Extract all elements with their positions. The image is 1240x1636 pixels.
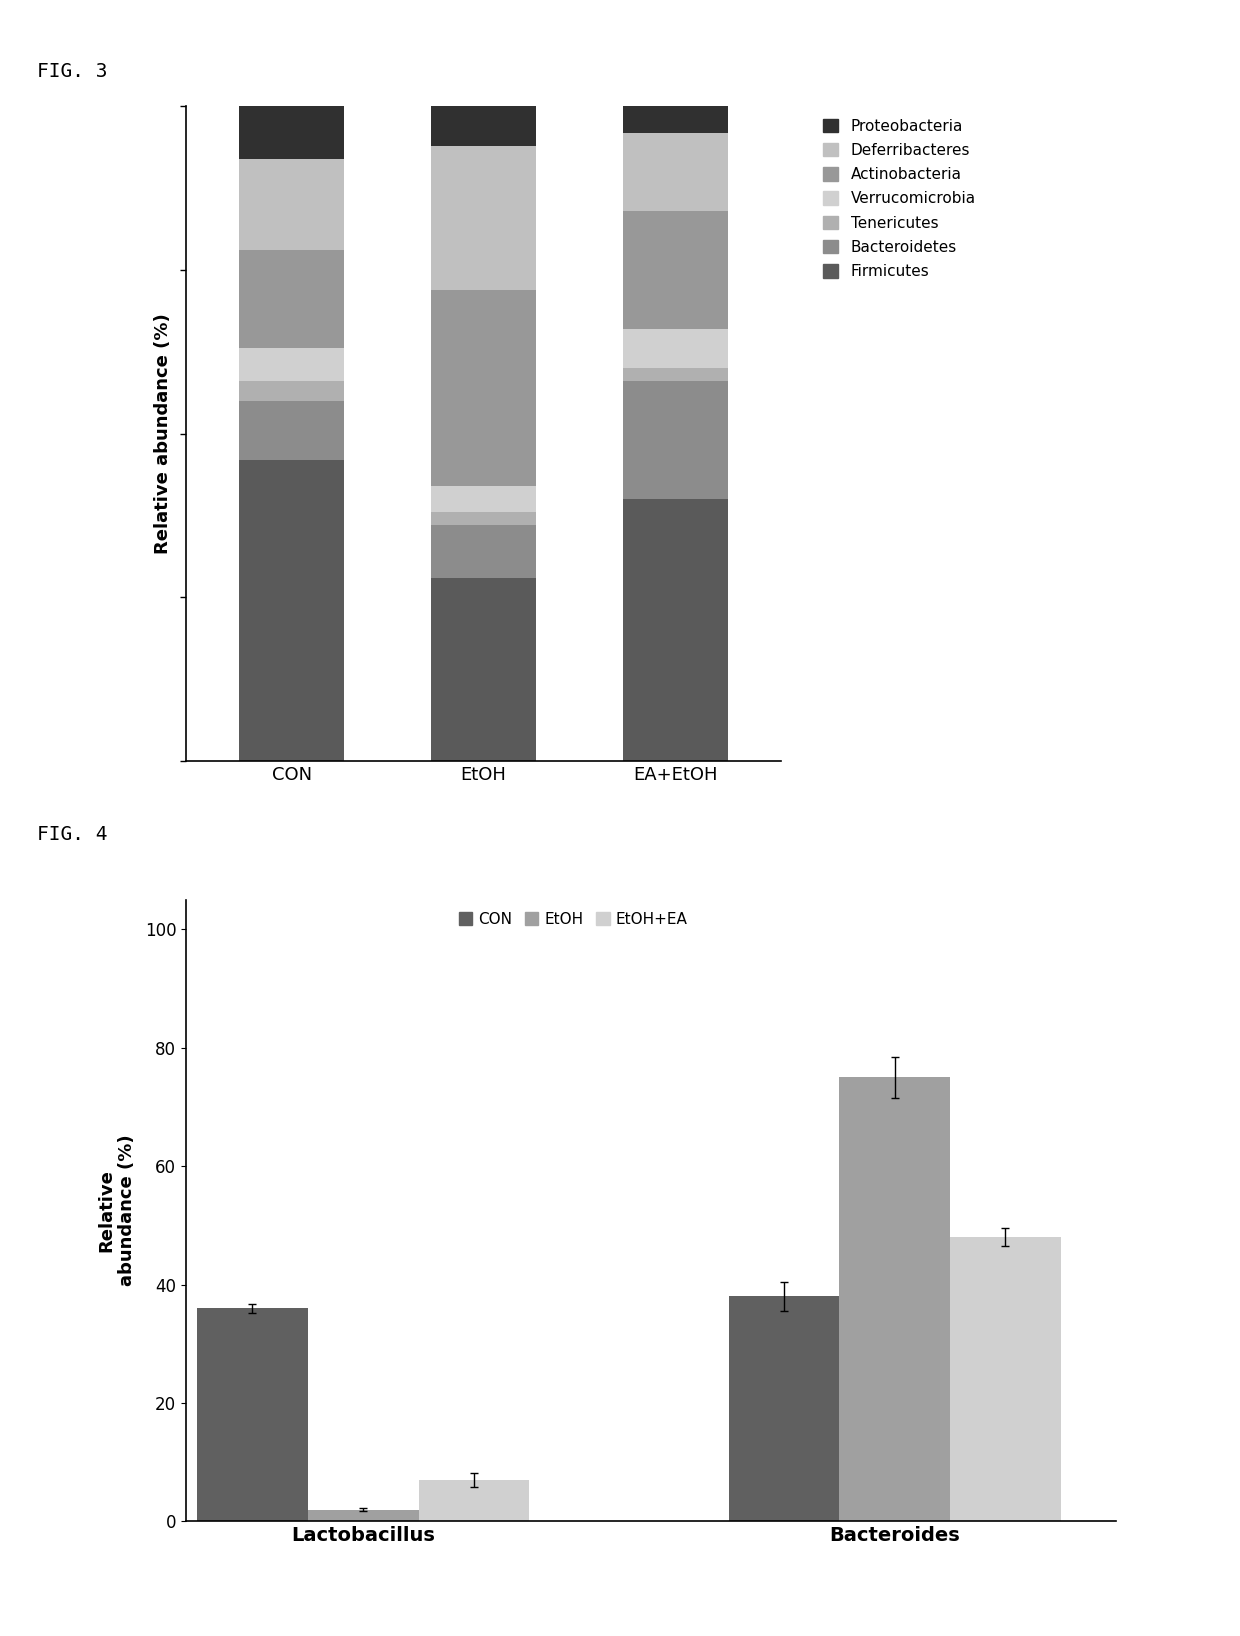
Bar <box>197 1309 308 1521</box>
Bar <box>430 106 537 146</box>
Text: FIG. 4: FIG. 4 <box>37 825 108 844</box>
Bar <box>239 250 345 348</box>
Bar <box>622 499 728 761</box>
Bar <box>622 381 728 499</box>
Text: FIG. 3: FIG. 3 <box>37 62 108 82</box>
Bar <box>239 401 345 460</box>
Bar <box>239 159 345 250</box>
Bar <box>622 106 728 133</box>
Legend: Proteobacteria, Deferribacteres, Actinobacteria, Verrucomicrobia, Tenericutes, B: Proteobacteria, Deferribacteres, Actinob… <box>818 115 981 283</box>
Bar <box>950 1237 1060 1521</box>
Bar <box>419 1481 529 1521</box>
Bar <box>622 368 728 381</box>
Y-axis label: Relative abundance (%): Relative abundance (%) <box>154 312 172 555</box>
Bar <box>308 1510 419 1521</box>
Bar <box>622 211 728 329</box>
Bar <box>430 290 537 486</box>
Bar <box>430 578 537 761</box>
Bar <box>622 329 728 368</box>
Bar <box>239 460 345 761</box>
Bar <box>430 512 537 525</box>
Bar <box>239 381 345 401</box>
Legend: CON, EtOH, EtOH+EA: CON, EtOH, EtOH+EA <box>454 908 692 931</box>
Bar <box>622 133 728 211</box>
Bar <box>839 1078 950 1521</box>
Bar <box>239 348 345 381</box>
Bar <box>430 525 537 578</box>
Bar <box>729 1296 839 1521</box>
Bar <box>430 486 537 512</box>
Y-axis label: Relative
abundance (%): Relative abundance (%) <box>98 1135 136 1286</box>
Bar <box>239 106 345 159</box>
Bar <box>430 146 537 290</box>
